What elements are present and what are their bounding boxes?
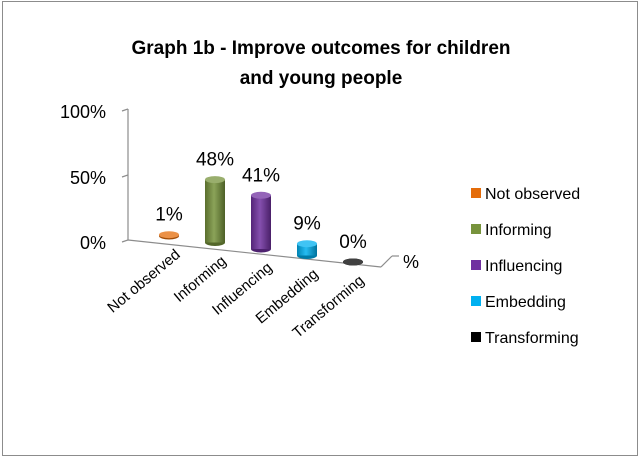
data-label: 0%	[339, 232, 367, 253]
bar-top-ellipse	[159, 231, 179, 239]
y-tick-label-50: 50%	[70, 168, 106, 188]
axes	[121, 108, 399, 268]
legend-swatch	[471, 260, 481, 270]
y-axis-tick-top	[121, 108, 129, 112]
bar-body	[251, 195, 271, 249]
data-label: 48%	[196, 150, 234, 171]
category-label: Not observed	[104, 246, 183, 316]
category-labels-group: Not observedInformingInfluencingEmbeddin…	[104, 246, 367, 341]
legend-entry: Embedding	[485, 294, 566, 311]
y-tick-label-100: 100%	[60, 102, 106, 122]
bar-not-observed	[159, 231, 179, 240]
chart-svg: Graph 1b - Improve outcomes for children…	[60, 38, 580, 347]
data-label: 1%	[155, 205, 183, 226]
bars-group	[159, 176, 363, 266]
bar-influencing	[251, 191, 271, 253]
y-axis-tick-mid	[121, 174, 129, 178]
legend: Not observed Informing Influencing Embeddin…	[471, 186, 580, 347]
y-tick-label-0: 0%	[80, 233, 106, 253]
bar-transforming	[343, 258, 363, 266]
legend-swatch	[471, 224, 481, 234]
data-labels-group: 1% 48% 41% 9% 0%	[155, 150, 367, 253]
chart-title-line-2: and young people	[240, 68, 403, 89]
bar-informing	[205, 176, 225, 246]
bar-body	[205, 179, 225, 243]
depth-axis-line	[380, 255, 393, 268]
x-axis-floor-line	[127, 239, 382, 268]
series-axis-label: %	[403, 252, 419, 272]
legend-entry: Not observed	[485, 186, 580, 203]
legend-swatch	[471, 188, 481, 198]
bar-body	[297, 243, 317, 256]
chart-title-line-1: Graph 1b - Improve outcomes for children	[131, 38, 510, 59]
bar-top-ellipse	[297, 240, 317, 248]
legend-swatch	[471, 296, 481, 306]
bar-top-ellipse	[205, 176, 225, 184]
legend-entry: Informing	[485, 222, 552, 239]
legend-swatch	[471, 332, 481, 342]
y-axis-tick-bottom	[121, 239, 129, 243]
legend-entry: Influencing	[485, 258, 562, 275]
legend-entry: Transforming	[485, 330, 579, 347]
data-label: 9%	[293, 214, 321, 235]
bar-top-ellipse	[343, 258, 363, 266]
bar-top-ellipse	[251, 191, 271, 199]
data-label: 41%	[242, 165, 280, 186]
bar-embedding	[297, 240, 317, 259]
